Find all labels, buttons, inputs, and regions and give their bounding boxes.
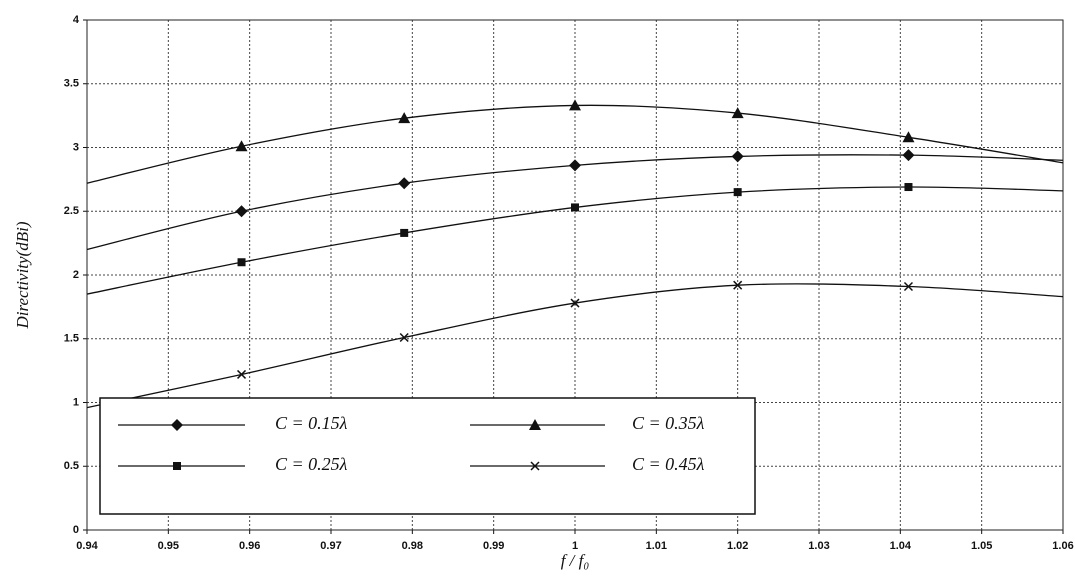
x-tick-label: 0.99 [483, 540, 504, 552]
data-point [903, 281, 913, 292]
y-tick-label: 0 [73, 524, 79, 536]
data-point [731, 107, 744, 119]
legend-label: C = 0.15λ [275, 413, 348, 433]
y-tick-label: 2 [73, 269, 79, 281]
x-tick-label: 1 [572, 540, 578, 552]
data-point [902, 131, 915, 143]
data-point [904, 183, 913, 192]
x-tick-label: 0.95 [158, 540, 179, 552]
data-point [733, 280, 743, 290]
data-point [571, 203, 579, 212]
data-point [398, 177, 411, 190]
y-tick-label: 3 [73, 141, 79, 153]
data-point [902, 149, 915, 162]
data-point [235, 140, 248, 152]
data-point [237, 258, 246, 267]
legend: C = 0.15λ C = 0.25λ C = 0.35λ C = 0.45λ [99, 397, 756, 515]
data-point [399, 332, 409, 343]
data-point [731, 150, 744, 163]
data-point [569, 159, 581, 172]
x-tick-label: 0.94 [76, 540, 98, 552]
x-tick-label: 1.02 [727, 540, 748, 552]
x-tick-label: 1.04 [890, 540, 912, 552]
y-tick-label: 1.5 [64, 333, 79, 345]
x-tick-label: 0.96 [239, 540, 260, 552]
data-point [398, 112, 411, 124]
y-tick-label: 3.5 [64, 78, 79, 90]
data-point [733, 188, 742, 197]
x-axis-label: f / f₀ [561, 551, 590, 570]
y-tick-label: 0.5 [64, 460, 79, 472]
y-tick-label: 1 [73, 396, 79, 408]
data-point [570, 298, 580, 308]
legend-label: C = 0.25λ [275, 454, 348, 474]
legend-marker [529, 419, 541, 430]
legend-label: C = 0.35λ [632, 413, 705, 433]
x-tick-label: 0.97 [320, 540, 341, 552]
x-tick-label: 1.01 [646, 540, 667, 552]
data-point [569, 99, 581, 111]
legend-label: C = 0.45λ [632, 454, 705, 474]
legend-box [99, 397, 756, 515]
y-tick-label: 4 [73, 14, 80, 26]
data-point [235, 205, 248, 218]
y-axis-label: Directivity(dBi) [13, 221, 32, 329]
x-tick-label: 1.05 [971, 540, 992, 552]
data-point [237, 369, 247, 379]
plot-frame [86, 19, 1064, 531]
x-tick-label: 1.06 [1052, 540, 1073, 552]
data-point [400, 228, 409, 237]
y-tick-label: 2.5 [64, 205, 79, 217]
legend-marker [173, 462, 181, 470]
legend-marker [171, 419, 183, 431]
legend-marker [530, 461, 540, 471]
x-tick-label: 1.03 [808, 540, 829, 552]
x-tick-label: 0.98 [402, 540, 423, 552]
